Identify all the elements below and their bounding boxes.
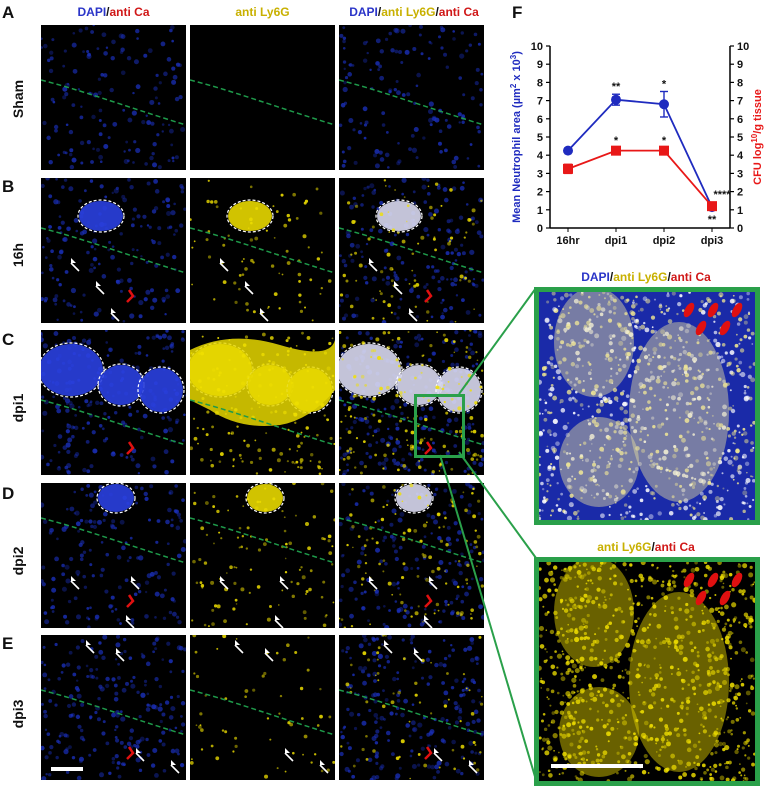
header-anti-ly6g: anti Ly6G bbox=[381, 5, 436, 19]
micrograph-16h-ly6g bbox=[190, 178, 335, 323]
significance-annotation: * bbox=[614, 135, 619, 147]
row-label-dpi2: dpi2 bbox=[10, 546, 26, 576]
header-sep: / bbox=[435, 5, 439, 19]
y-tick-label-left: 6 bbox=[537, 114, 543, 126]
header-anti-ca: anti Ca bbox=[438, 5, 479, 19]
data-point bbox=[707, 201, 717, 212]
row-label-dpi3: dpi3 bbox=[10, 699, 26, 729]
micrograph-dpi2-merged bbox=[339, 483, 484, 628]
row-label-dpi1: dpi1 bbox=[10, 393, 26, 423]
micrograph-dpi1-dapi-ca bbox=[41, 330, 186, 475]
y-tick-label-right: 0 bbox=[737, 223, 743, 235]
data-point bbox=[563, 145, 573, 156]
series-line-1 bbox=[567, 149, 713, 207]
y-axis-label-right: CFU log10/g tissue bbox=[750, 89, 764, 185]
column-header-3: DAPI/anti Ly6G/anti Ca bbox=[339, 5, 489, 19]
header-anti-ly6g: anti Ly6G bbox=[235, 5, 290, 19]
y-tick-label-right: 6 bbox=[737, 114, 743, 126]
data-point bbox=[611, 145, 621, 156]
y-tick-label-left: 7 bbox=[537, 96, 543, 108]
header-dapi: DAPI bbox=[77, 5, 107, 19]
header-sep: / bbox=[377, 5, 382, 19]
micrograph-dpi2-dapi-ca bbox=[41, 483, 186, 628]
header-sep: / bbox=[651, 540, 655, 554]
header-dapi: DAPI bbox=[349, 5, 378, 19]
y-tick-label-left: 1 bbox=[537, 205, 543, 217]
micrograph-dpi3-ly6g bbox=[190, 635, 335, 780]
y-tick-label-right: 5 bbox=[737, 132, 743, 144]
micrograph-dpi3-merged bbox=[339, 635, 484, 780]
zoom-header-top: DAPI/anti Ly6G/anti Ca bbox=[533, 270, 759, 284]
column-header-1: DAPI/anti Ca bbox=[41, 5, 186, 19]
micrograph-sham-dapi-ca bbox=[41, 25, 186, 170]
header-sep: / bbox=[609, 270, 614, 284]
data-point bbox=[659, 99, 669, 110]
row-label-16h: 16h bbox=[10, 242, 26, 268]
column-header-2: anti Ly6G bbox=[190, 5, 335, 19]
panel-label-a: A bbox=[2, 3, 15, 22]
y-tick-label-right: 3 bbox=[737, 168, 743, 180]
row-label-sham: Sham bbox=[10, 79, 26, 119]
significance-annotation: * bbox=[662, 135, 667, 147]
zoom-panel-ly6g-ca bbox=[534, 557, 760, 786]
y-tick-label-left: 0 bbox=[537, 223, 543, 235]
data-point bbox=[659, 145, 669, 156]
panel-label-b: B bbox=[2, 177, 15, 196]
header-anti-ly6g: anti Ly6G bbox=[613, 270, 668, 284]
x-tick-label: dpi3 bbox=[701, 235, 724, 247]
series-line-0 bbox=[567, 98, 713, 208]
neutrophil-cfu-chart: 0 0 1 1 2 2 3 3 4 4 5 5 6 6 7 7 8 8 9 9 10 10 16hr dpi1 dpi2 dpi3… bbox=[510, 41, 764, 247]
data-point bbox=[611, 94, 621, 105]
y-tick-label-left: 5 bbox=[537, 132, 543, 144]
significance-annotation: ** bbox=[708, 214, 717, 226]
y-axis-label-left: Mean Neutrophil area (µm2 x 103) bbox=[510, 51, 523, 223]
panel-label-e: E bbox=[2, 634, 14, 653]
zoom-source-box bbox=[414, 394, 465, 458]
scale-bar bbox=[551, 764, 643, 768]
data-point bbox=[563, 163, 573, 174]
significance-annotation: **** bbox=[713, 189, 731, 201]
y-tick-label-right: 1 bbox=[737, 205, 743, 217]
panel-label-d: D bbox=[2, 484, 15, 503]
y-tick-label-right: 7 bbox=[737, 96, 743, 108]
header-dapi: DAPI bbox=[581, 270, 610, 284]
y-tick-label-right: 10 bbox=[737, 41, 749, 53]
micrograph-sham-merged bbox=[339, 25, 484, 170]
x-tick-label: dpi2 bbox=[653, 235, 676, 247]
y-tick-label-left: 2 bbox=[537, 187, 543, 199]
header-anti-ca: anti Ca bbox=[670, 270, 711, 284]
x-tick-label: dpi1 bbox=[605, 235, 628, 247]
y-tick-label-right: 9 bbox=[737, 59, 743, 71]
significance-annotation: ** bbox=[612, 81, 621, 93]
micrograph-dpi3-dapi-ca bbox=[41, 635, 186, 780]
y-tick-label-left: 8 bbox=[537, 77, 543, 89]
header-sep: / bbox=[667, 270, 671, 284]
y-tick-label-left: 9 bbox=[537, 59, 543, 71]
y-tick-label-right: 4 bbox=[737, 150, 744, 162]
header-anti-ca: anti Ca bbox=[654, 540, 695, 554]
panel-label-c: C bbox=[2, 330, 15, 349]
micrograph-16h-merged bbox=[339, 178, 484, 323]
header-sep: / bbox=[106, 5, 110, 19]
y-tick-label-left: 10 bbox=[531, 41, 543, 53]
panel-label-f: F bbox=[512, 3, 523, 22]
y-tick-label-left: 4 bbox=[537, 150, 544, 162]
micrograph-dpi2-ly6g bbox=[190, 483, 335, 628]
micrograph-dpi1-ly6g bbox=[190, 330, 335, 475]
zoom-panel-merged bbox=[534, 287, 760, 525]
header-anti-ca: anti Ca bbox=[109, 5, 150, 19]
micrograph-sham-ly6g bbox=[190, 25, 335, 170]
header-anti-ly6g: anti Ly6G bbox=[597, 540, 652, 554]
micrograph-16h-dapi-ca bbox=[41, 178, 186, 323]
y-tick-label-right: 2 bbox=[737, 187, 743, 199]
y-tick-label-left: 3 bbox=[537, 168, 543, 180]
x-tick-label: 16hr bbox=[556, 235, 580, 247]
y-tick-label-right: 8 bbox=[737, 77, 743, 89]
significance-annotation: * bbox=[662, 79, 667, 91]
zoom-header-bottom: anti Ly6G/anti Ca bbox=[533, 540, 759, 554]
